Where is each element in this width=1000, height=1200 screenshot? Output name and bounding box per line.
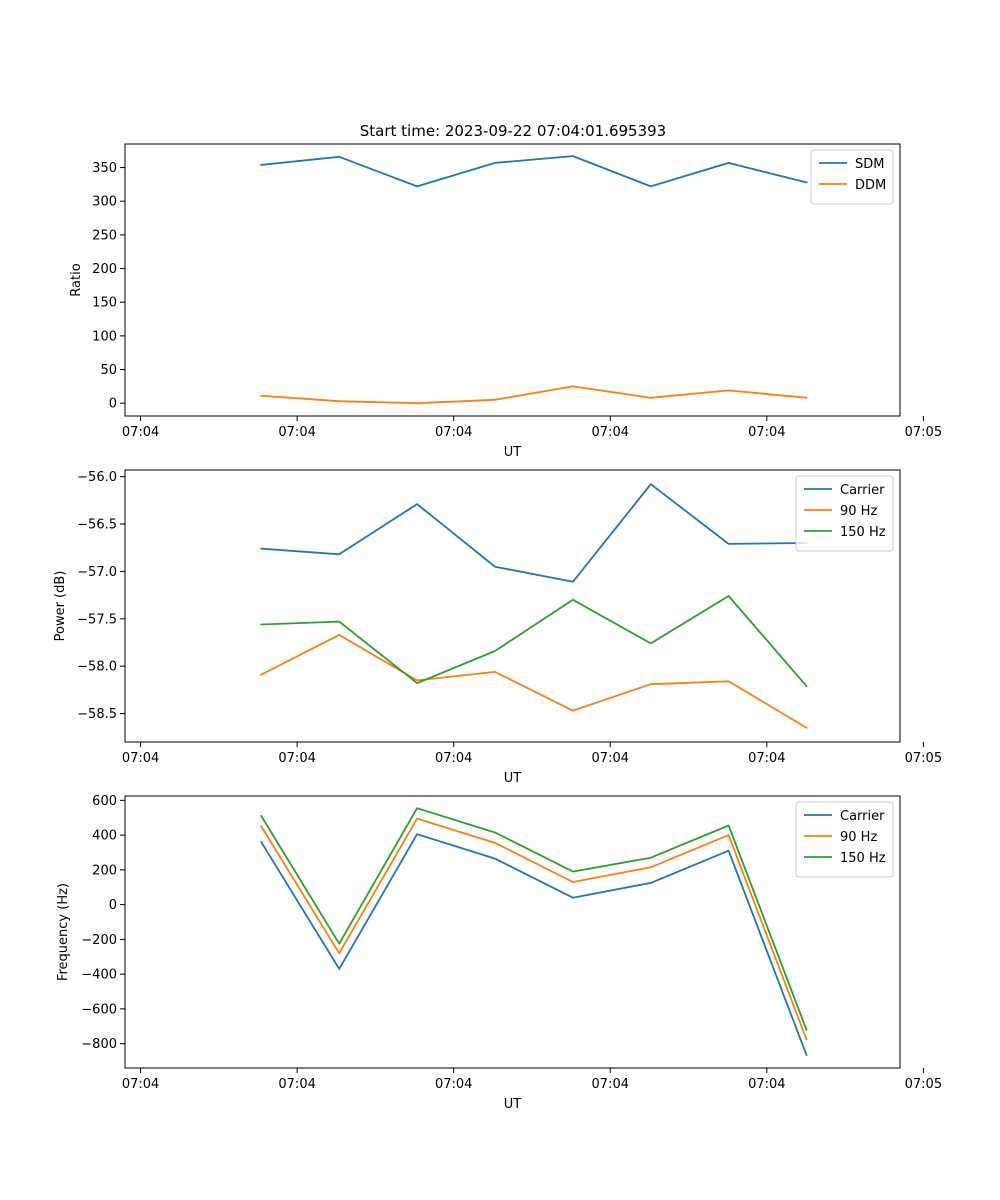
subplot-2: −58.5 −58.0 −57.5 −57.0 −56.5 −56.0 07:04 07:04… <box>53 469 942 786</box>
x-tick-label: 07:04 <box>435 425 472 440</box>
y-tick-label: 0 <box>109 898 117 913</box>
y-axis-label: Ratio <box>69 263 84 296</box>
series-line-150-hz <box>260 595 808 688</box>
x-tick-label: 07:04 <box>748 425 785 440</box>
series-line-carrier <box>260 483 808 583</box>
series-line-150-hz <box>260 807 808 1031</box>
x-axis-label: UT <box>504 445 522 460</box>
axes-frame <box>124 143 901 417</box>
legend-label: DDM <box>855 178 886 193</box>
y-tick-label: 200 <box>92 863 117 878</box>
legend-label: SDM <box>855 157 884 172</box>
y-tick-label: −57.0 <box>77 565 117 580</box>
y-tick-label: 250 <box>92 228 117 243</box>
y-tick-label: −58.0 <box>77 660 117 675</box>
y-tick-label: 50 <box>100 363 117 378</box>
series-line-90-hz <box>260 817 808 1041</box>
x-tick-label: 07:04 <box>278 1077 315 1092</box>
legend-label: 90 Hz <box>840 830 877 845</box>
x-tick-label: 07:04 <box>435 751 472 766</box>
series-line-carrier <box>260 833 808 1057</box>
y-tick-label: −800 <box>81 1037 117 1052</box>
y-tick-label: 0 <box>109 397 117 412</box>
legend-box <box>795 801 894 878</box>
legend-box <box>795 475 894 552</box>
y-tick-label: 600 <box>92 794 117 809</box>
y-tick-label: −400 <box>81 968 117 983</box>
plots-container: 0 50 100 150 200 250 300 350 07:04 07:04 07:04 07:0… <box>53 143 942 1112</box>
subplot-3: −800 −600 −400 −200 0 200 400 600 07:04 07:04 07:0… <box>56 794 942 1112</box>
legend-label: 150 Hz <box>840 525 886 540</box>
y-tick-label: −56.0 <box>77 470 117 485</box>
legend: SDM DDM <box>810 149 894 205</box>
legend: Carrier 90 Hz 150 Hz <box>795 475 894 552</box>
legend: Carrier 90 Hz 150 Hz <box>795 801 894 878</box>
x-tick-label: 07:04 <box>278 425 315 440</box>
y-tick-label: 300 <box>92 195 117 210</box>
series-line-sdm <box>260 155 808 188</box>
x-tick-label: 07:05 <box>905 751 942 766</box>
y-axis-label: Power (dB) <box>53 571 68 642</box>
y-tick-label: 200 <box>92 262 117 277</box>
x-axis-label: UT <box>504 1097 522 1112</box>
legend-label: 90 Hz <box>840 504 877 519</box>
x-tick-label: 07:04 <box>435 1077 472 1092</box>
x-tick-label: 07:05 <box>905 425 942 440</box>
x-tick-label: 07:04 <box>122 751 159 766</box>
figure-title: Start time: 2023-09-22 07:04:01.695393 <box>360 122 666 140</box>
x-tick-label: 07:04 <box>592 425 629 440</box>
legend-label: Carrier <box>840 483 885 498</box>
x-tick-label: 07:04 <box>122 425 159 440</box>
axes-frame <box>124 795 901 1069</box>
x-tick-label: 07:04 <box>748 1077 785 1092</box>
series-line-90-hz <box>260 634 808 730</box>
y-tick-label: −600 <box>81 1002 117 1017</box>
x-tick-label: 07:04 <box>278 751 315 766</box>
x-tick-label: 07:04 <box>592 1077 629 1092</box>
series-group <box>260 483 808 730</box>
y-axis-label: Frequency (Hz) <box>56 883 71 981</box>
subplot-1: 0 50 100 150 200 250 300 350 07:04 07:04 07:04 07:0… <box>69 143 942 460</box>
series-group <box>260 807 808 1057</box>
y-tick-label: −58.5 <box>77 707 117 722</box>
y-tick-label: −57.5 <box>77 612 117 627</box>
y-tick-label: 100 <box>92 329 117 344</box>
x-tick-label: 07:04 <box>122 1077 159 1092</box>
y-tick-label: 350 <box>92 161 117 176</box>
x-tick-label: 07:05 <box>905 1077 942 1092</box>
y-tick-label: −56.5 <box>77 518 117 533</box>
x-axis-label: UT <box>504 771 522 786</box>
series-group <box>260 155 808 405</box>
y-tick-label: −200 <box>81 933 117 948</box>
y-tick-label: 150 <box>92 296 117 311</box>
legend-label: 150 Hz <box>840 851 886 866</box>
x-tick-label: 07:04 <box>592 751 629 766</box>
axes-frame <box>124 469 901 743</box>
series-line-ddm <box>260 385 808 405</box>
y-tick-label: 400 <box>92 829 117 844</box>
legend-label: Carrier <box>840 809 885 824</box>
x-tick-label: 07:04 <box>748 751 785 766</box>
